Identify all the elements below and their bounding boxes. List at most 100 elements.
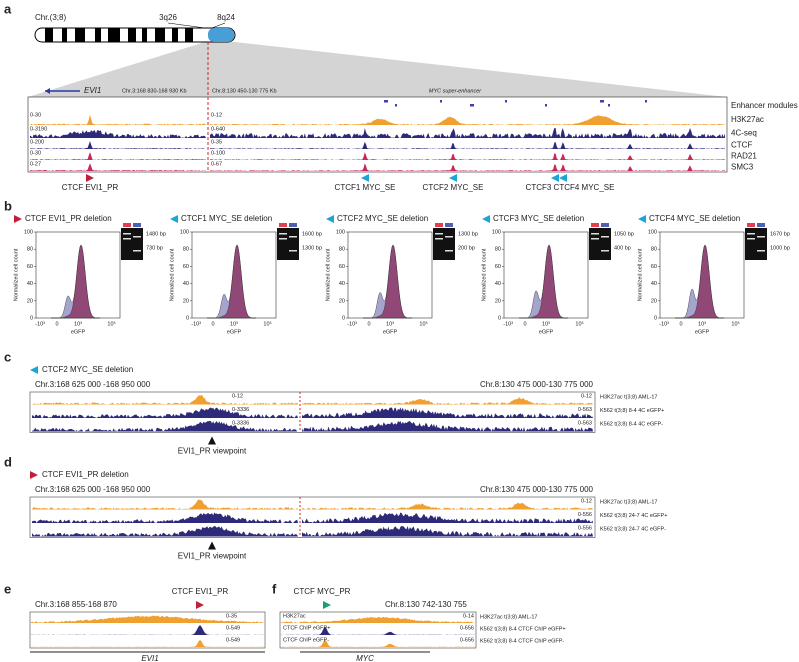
marker [326, 215, 334, 223]
y-tick-label: 0 [30, 315, 33, 321]
y-tick-label: 40 [183, 281, 189, 287]
gel-marker [747, 223, 755, 227]
x-tick-label: 0 [679, 321, 682, 327]
marker [196, 601, 204, 609]
enhancer-module [440, 100, 442, 103]
x-tick-label: -10³ [35, 321, 45, 327]
gel [589, 228, 611, 260]
zoom-wedge [28, 42, 727, 97]
x-axis-label: eGFP [539, 329, 554, 335]
gel-size: 400 bp [614, 245, 631, 251]
x-tick-label: 0 [367, 321, 370, 327]
panel-label: a [4, 1, 12, 16]
y-tick-label: 80 [495, 247, 501, 253]
row-label: CTCF ChIP eGFP- [283, 637, 329, 643]
x-tick-label: 10⁵ [575, 320, 583, 327]
range-label: 0-563 [578, 407, 592, 413]
marker [86, 174, 94, 182]
signal-track [32, 512, 298, 523]
x-tick-label: -10³ [191, 321, 201, 327]
y-axis-label: Normalized cell count [13, 248, 19, 301]
gel-band [289, 236, 297, 238]
site-label: CTCF EVI1_PR [62, 183, 119, 192]
gene-label: MYC [356, 654, 374, 662]
range-label: 0-12 [232, 393, 243, 399]
y-tick-label: 40 [495, 281, 501, 287]
site-label: CTCF3 CTCF4 MYC_SE [526, 183, 615, 192]
gel-band [279, 233, 287, 235]
x-tick-label: 10³ [386, 321, 394, 327]
y-tick-label: 60 [183, 264, 189, 270]
x-tick-label: 10⁵ [731, 320, 739, 327]
track-label: Enhancer modules [731, 101, 798, 110]
track-label: K562 t(3;8) 8-4 4C eGFP+ [600, 408, 664, 414]
y-tick-label: 60 [651, 264, 657, 270]
range-label: 0-30 [30, 112, 41, 118]
signal-track [302, 397, 593, 405]
marker [551, 174, 559, 182]
gel-band [123, 233, 131, 235]
y-tick-label: 0 [654, 315, 657, 321]
gel-band [601, 250, 609, 252]
x-axis-label: eGFP [695, 329, 710, 335]
gene-label: EVI1 [84, 86, 101, 95]
plot-title: CTCF1 MYC_SE deletion [181, 214, 272, 223]
coord-label: Chr.8:130 742-130 755 [385, 600, 467, 609]
y-tick-label: 80 [651, 247, 657, 253]
enhancer-module [545, 104, 547, 107]
track-label: K562 t(3;8) 8-4 4C eGFP- [600, 421, 663, 427]
signal-track [210, 128, 725, 138]
y-tick-label: 40 [27, 281, 33, 287]
histogram [675, 244, 724, 319]
range-label: 0-3336 [232, 407, 249, 413]
gel-marker [123, 223, 131, 227]
gel-band [133, 250, 141, 252]
y-tick-label: 60 [27, 264, 33, 270]
enhancer-module [470, 104, 474, 107]
range-label: 0-656 [460, 637, 474, 643]
signal-track [32, 421, 298, 432]
panel-label: d [4, 454, 12, 469]
gel [121, 228, 143, 260]
gel-band [133, 236, 141, 238]
track-label: H3K27ac t(3;8) AML-17 [600, 499, 657, 505]
y-tick-label: 0 [342, 315, 345, 321]
range-label: 0-12 [581, 393, 592, 399]
x-tick-label: 10³ [230, 321, 238, 327]
track-box [29, 391, 596, 433]
marker [30, 366, 38, 374]
gel-size: 1300 bp [302, 245, 322, 251]
signal-track [302, 526, 593, 537]
coord-label: Chr.8:130 475 000-130 775 000 [480, 380, 594, 389]
panel-title: CTCF2 MYC_SE deletion [42, 365, 133, 374]
y-tick-label: 100 [180, 229, 189, 235]
panel-label: c [4, 349, 11, 364]
viewpoint-label: EVI1_PR viewpoint [178, 447, 247, 456]
gel-marker [445, 223, 453, 227]
y-tick-label: 100 [336, 229, 345, 235]
track-label: RAD21 [731, 152, 757, 161]
range-label: 0-640 [211, 126, 225, 132]
gel-size: 1600 bp [302, 231, 322, 237]
plot-title: CTCF4 MYC_SE deletion [649, 214, 740, 223]
gel-size: 730 bp [146, 245, 163, 251]
gel [277, 228, 299, 260]
plot-title: CTCF3 MYC_SE deletion [493, 214, 584, 223]
x-axis-label: eGFP [383, 329, 398, 335]
y-tick-label: 80 [339, 247, 345, 253]
x-tick-label: 10³ [74, 321, 82, 327]
coord-label: Chr.3:168 855-168 870 [35, 600, 117, 609]
y-tick-label: 40 [339, 281, 345, 287]
gel-band [123, 238, 131, 240]
marker [559, 174, 567, 182]
marker [170, 215, 178, 223]
marker [638, 215, 646, 223]
panel-title: CTCF EVI1_PR deletion [42, 470, 129, 479]
plot-title: CTCF2 MYC_SE deletion [337, 214, 428, 223]
signal-track [302, 512, 593, 523]
gel-band [445, 250, 453, 252]
gel-band [757, 250, 765, 252]
x-tick-label: 0 [55, 321, 58, 327]
row-label: CTCF ChIP eGFP+ [283, 625, 330, 631]
